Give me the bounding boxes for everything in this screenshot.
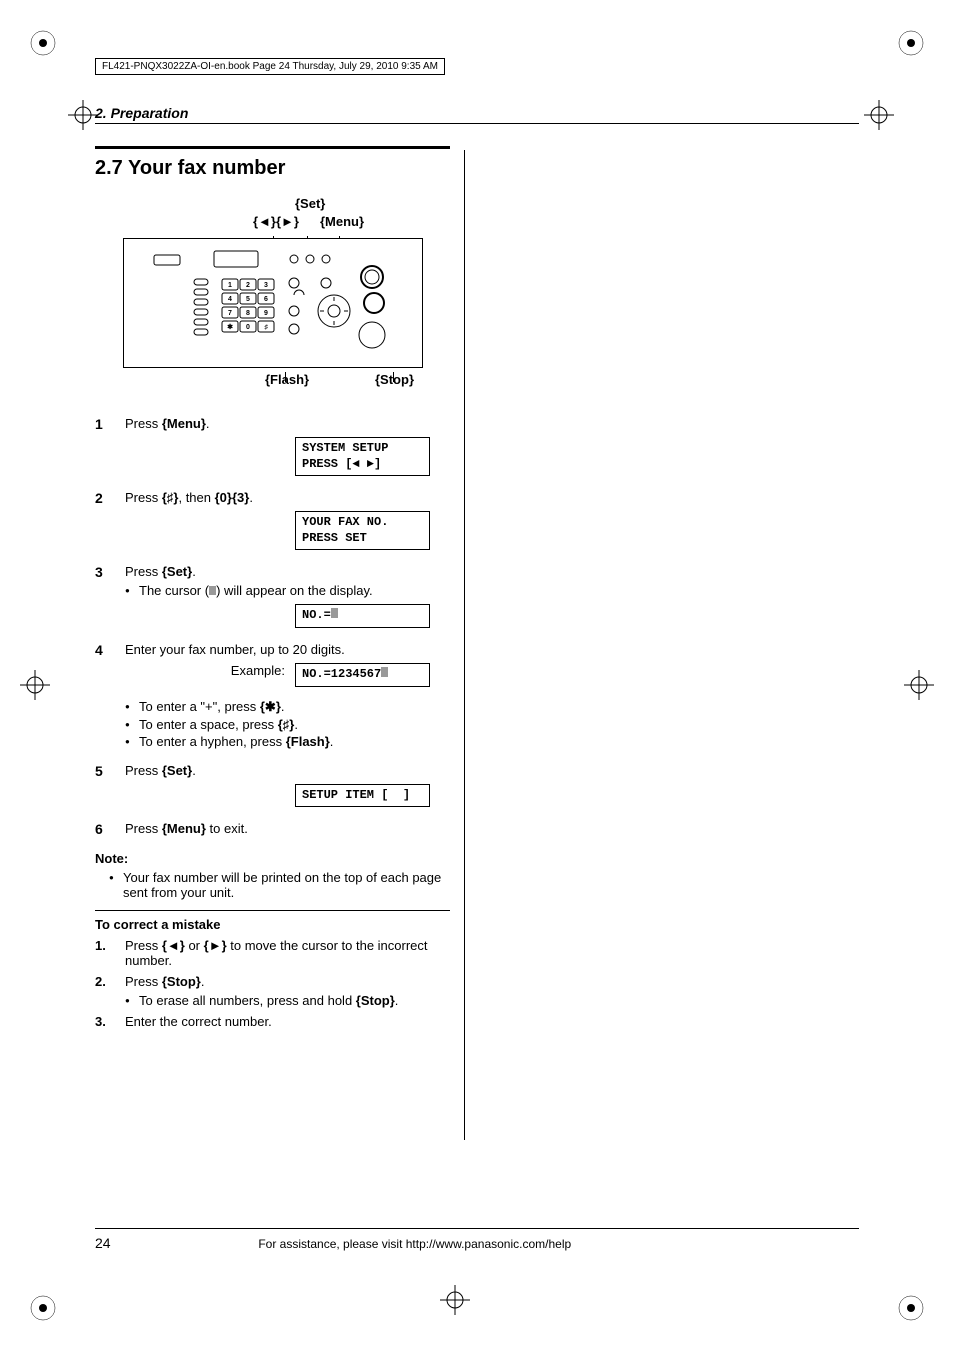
flash-label: {Flash} <box>265 372 309 387</box>
sub-bullets: To erase all numbers, press and hold {St… <box>125 993 450 1008</box>
correct-step-2: Press {Stop}. To erase all numbers, pres… <box>95 974 450 1008</box>
svg-text:9: 9 <box>264 310 268 317</box>
book-header: FL421-PNQX3022ZA-OI-en.book Page 24 Thur… <box>95 58 445 75</box>
arrows-label: {◄}{►} <box>253 214 299 229</box>
horizontal-rule <box>95 123 859 124</box>
step-4: Enter your fax number, up to 20 digits. … <box>95 642 450 749</box>
star-key: {✱} <box>260 699 281 714</box>
step-text: Press <box>125 416 162 431</box>
heavy-rule <box>95 146 450 149</box>
fax-diagram: 1 2 3 4 5 6 7 8 9 ✱ 0 ♯ <box>123 238 423 368</box>
set-key: {Set} <box>162 763 192 778</box>
cursor-icon <box>381 667 388 677</box>
step-1: Press {Menu}. SYSTEM SETUP PRESS [◄ ►] <box>95 416 450 476</box>
svg-text:♯: ♯ <box>264 324 268 331</box>
step-5: Press {Set}. SETUP ITEM [ ] <box>95 763 450 808</box>
correct-step-1: Press {◄} or {►} to move the cursor to t… <box>95 938 450 968</box>
stop-key: {Stop} <box>356 993 395 1008</box>
correct-step-3: Enter the correct number. <box>95 1014 450 1029</box>
step-3: Press {Set}. The cursor () will appear o… <box>95 564 450 628</box>
content-column: 2.7 Your fax number {Set} {◄}{►} {Menu} <box>95 146 450 1029</box>
svg-text:6: 6 <box>264 296 268 303</box>
svg-text:0: 0 <box>246 324 250 331</box>
stop-label: {Stop} <box>375 372 414 387</box>
lcd-display: YOUR FAX NO. PRESS SET <box>295 511 430 550</box>
svg-text:5: 5 <box>246 296 250 303</box>
svg-text:1: 1 <box>228 282 232 289</box>
page-number: 24 <box>95 1235 155 1251</box>
step-6: Press {Menu} to exit. <box>95 821 450 837</box>
bullet: The cursor () will appear on the display… <box>125 583 450 598</box>
thin-rule <box>95 910 450 911</box>
lcd-display: NO.=1234567 <box>295 663 430 687</box>
set-label: {Set} <box>295 196 325 211</box>
right-key: {►} <box>204 938 227 953</box>
left-key: {◄} <box>162 938 185 953</box>
svg-text:✱: ✱ <box>227 323 233 331</box>
bullet: To enter a "+", press {✱}. <box>125 699 450 715</box>
example-label: Example: <box>125 663 295 687</box>
sub-bullets: To enter a "+", press {✱}. To enter a sp… <box>125 699 450 749</box>
note-bullets: Your fax number will be printed on the t… <box>95 870 450 900</box>
hash-key: {♯} <box>162 490 179 505</box>
column-divider <box>464 150 465 1140</box>
footer-text: For assistance, please visit http://www.… <box>258 1237 571 1251</box>
correct-heading: To correct a mistake <box>95 917 450 932</box>
stop-key: {Stop} <box>162 974 201 989</box>
flash-key: {Flash} <box>286 734 330 749</box>
correct-steps: Press {◄} or {►} to move the cursor to t… <box>95 938 450 1029</box>
svg-text:2: 2 <box>246 282 250 289</box>
menu-key: {Menu} <box>162 821 206 836</box>
diagram-top-labels: {Set} {◄}{►} {Menu} <box>95 196 450 234</box>
bullet: To enter a hyphen, press {Flash}. <box>125 734 450 749</box>
svg-text:3: 3 <box>264 282 268 289</box>
note-bullet: Your fax number will be printed on the t… <box>109 870 450 900</box>
lcd-display: NO.= <box>295 604 430 628</box>
digits-key: {0}{3} <box>215 490 250 505</box>
steps-list: Press {Menu}. SYSTEM SETUP PRESS [◄ ►] P… <box>95 416 450 837</box>
page-footer: 24 For assistance, please visit http://w… <box>95 1228 859 1251</box>
menu-label: {Menu} <box>320 214 364 229</box>
menu-key: {Menu} <box>162 416 206 431</box>
note-heading: Note: <box>95 851 450 866</box>
bullet: To enter a space, press {♯}. <box>125 717 450 732</box>
section-heading: 2. Preparation <box>95 105 859 121</box>
page: FL421-PNQX3022ZA-OI-en.book Page 24 Thur… <box>0 0 954 1351</box>
bullet: To erase all numbers, press and hold {St… <box>125 993 450 1008</box>
sub-bullets: The cursor () will appear on the display… <box>125 583 450 598</box>
svg-text:7: 7 <box>228 310 232 317</box>
lcd-display: SETUP ITEM [ ] <box>295 784 430 808</box>
set-key: {Set} <box>162 564 192 579</box>
cursor-icon <box>331 608 338 618</box>
hash-key: {♯} <box>278 717 295 732</box>
page-title: 2.7 Your fax number <box>95 157 450 180</box>
diagram-bottom-labels: {Flash} {Stop} <box>95 372 450 392</box>
step-2: Press {♯}, then {0}{3}. YOUR FAX NO. PRE… <box>95 490 450 550</box>
lcd-display: SYSTEM SETUP PRESS [◄ ►] <box>295 437 430 476</box>
fax-machine-icon: 1 2 3 4 5 6 7 8 9 ✱ 0 ♯ <box>144 247 404 361</box>
svg-text:8: 8 <box>246 310 250 317</box>
svg-text:4: 4 <box>228 296 232 303</box>
